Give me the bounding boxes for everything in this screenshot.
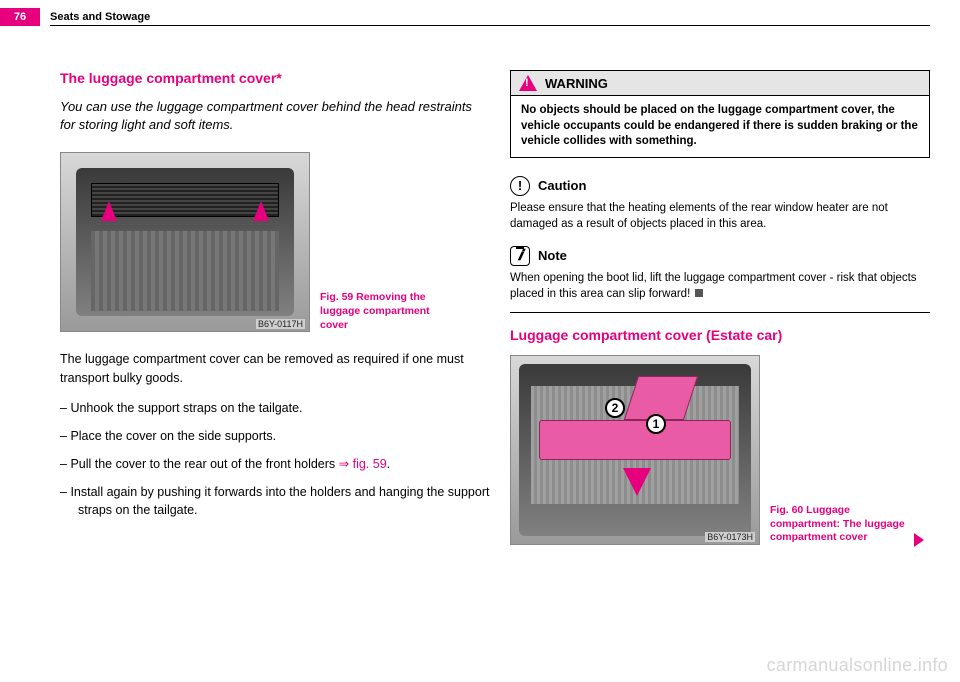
step-1: Unhook the support straps on the tailgat… — [60, 399, 490, 417]
body-paragraph: The luggage compartment cover can be rem… — [60, 350, 490, 386]
page-header: Seats and Stowage — [50, 8, 930, 26]
caution-circle-icon: ! — [510, 176, 530, 196]
step-2: Place the cover on the side supports. — [60, 427, 490, 445]
warning-header: WARNING — [511, 71, 929, 96]
note-info-icon: 𝒊 — [510, 246, 530, 266]
figure-59-wrap: B6Y-0117H Fig. 59 Removing the luggage c… — [60, 152, 490, 332]
right-column: WARNING No objects should be placed on t… — [510, 70, 930, 563]
header-title: Seats and Stowage — [50, 11, 150, 23]
figure-59-image: B6Y-0117H — [60, 152, 310, 332]
figure-60-caption: Fig. 60 Luggage compartment: The luggage… — [770, 504, 910, 545]
step-3-text-a: Pull the cover to the rear out of the fr… — [70, 457, 338, 471]
figure-60-code: B6Y-0173H — [705, 532, 755, 542]
section-divider — [510, 312, 930, 313]
section-title-luggage-cover: The luggage compartment cover* — [60, 70, 490, 86]
warning-label: WARNING — [545, 76, 608, 91]
step-4: Install again by pushing it forwards int… — [60, 483, 490, 519]
warning-body: No objects should be placed on the lugga… — [511, 96, 929, 157]
caution-header: ! Caution — [510, 176, 930, 196]
figure-60-image: 1 2 B6Y-0173H — [510, 355, 760, 545]
caution-text: Please ensure that the heating elements … — [510, 200, 930, 232]
figure-60-wrap: 1 2 B6Y-0173H Fig. 60 Luggage compartmen… — [510, 355, 930, 545]
figure-59-caption: Fig. 59 Removing the luggage compartment… — [320, 291, 460, 332]
section-intro: You can use the luggage compartment cove… — [60, 98, 490, 134]
step-3-text-c: . — [387, 457, 390, 471]
warning-triangle-icon — [519, 75, 537, 91]
section-title-estate: Luggage compartment cover (Estate car) — [510, 327, 930, 343]
page-number-tab: 76 — [0, 8, 40, 26]
caution-label: Caution — [538, 178, 586, 193]
watermark: carmanualsonline.info — [767, 655, 948, 676]
note-text-content: When opening the boot lid, lift the lugg… — [510, 272, 917, 300]
note-text: When opening the boot lid, lift the lugg… — [510, 270, 930, 302]
step-3: Pull the cover to the rear out of the fr… — [60, 455, 490, 473]
note-label: Note — [538, 248, 567, 263]
callout-2: 2 — [605, 398, 625, 418]
continue-arrow-icon — [914, 533, 924, 547]
note-header: 𝒊 Note — [510, 246, 930, 266]
callout-1: 1 — [646, 414, 666, 434]
left-column: The luggage compartment cover* You can u… — [60, 70, 490, 529]
warning-box: WARNING No objects should be placed on t… — [510, 70, 930, 158]
fig-59-ref-link[interactable]: ⇒ fig. 59 — [339, 457, 387, 471]
figure-59-code: B6Y-0117H — [256, 319, 305, 329]
end-of-section-marker — [695, 289, 703, 297]
